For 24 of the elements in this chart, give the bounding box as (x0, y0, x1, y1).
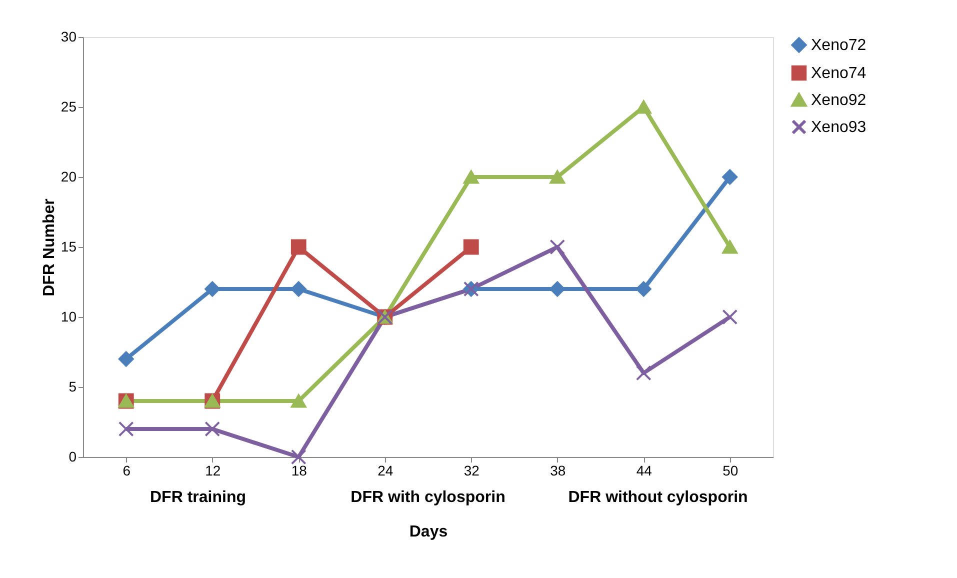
legend-label: Xeno74 (811, 65, 866, 82)
x-tick-label: 50 (722, 462, 738, 478)
x-tick-label: 32 (464, 462, 480, 478)
x-tick-label: 24 (378, 462, 394, 478)
y-tick-label: 20 (60, 168, 77, 184)
legend-label: Xeno72 (811, 37, 866, 54)
y-tick-label: 5 (68, 378, 77, 394)
text: DFR without cylosporin (568, 489, 748, 506)
legend-label: Xeno92 (811, 92, 866, 109)
legend-label: Xeno93 (811, 119, 866, 136)
x-tick-label: 44 (636, 462, 652, 478)
x-axis-title: Days (409, 524, 448, 540)
x-tick-label: 6 (122, 462, 131, 478)
y-tick-label: 30 (60, 28, 77, 44)
y-tick-label: 0 (68, 448, 77, 464)
x-tick-label: 12 (205, 462, 221, 478)
x-tick-label: 38 (550, 462, 566, 478)
y-axis-title: DFR Number (40, 198, 58, 296)
text: DFR training (150, 489, 246, 506)
y-tick-label: 25 (60, 98, 77, 114)
x-tick-label: 18 (291, 462, 308, 478)
y-tick-label: 10 (60, 308, 77, 324)
y-tick-label: 15 (60, 238, 77, 254)
text: DFR with cylosporin (350, 489, 506, 506)
